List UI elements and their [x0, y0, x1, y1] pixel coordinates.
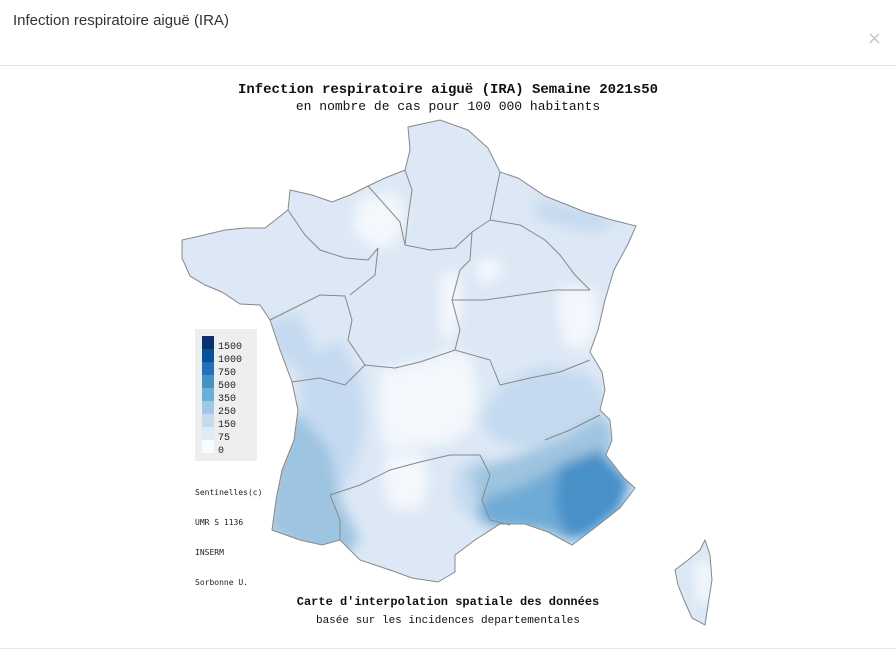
- legend-label: 150: [218, 420, 237, 431]
- legend-swatch: [202, 388, 214, 401]
- legend-swatch: [202, 427, 214, 440]
- legend-label: 750: [218, 368, 237, 379]
- zone-medium: [535, 200, 620, 232]
- legend-swatch: [202, 375, 214, 388]
- legend-label: 1500: [218, 342, 243, 353]
- legend-label: 75: [218, 433, 231, 444]
- credit-line: INSERM: [195, 548, 224, 557]
- zone-very-low: [382, 450, 430, 510]
- zone-very-low: [440, 270, 462, 345]
- legend-label: 1000: [218, 355, 243, 366]
- zone-high: [470, 415, 615, 500]
- map-subtitle: en nombre de cas pour 100 000 habitants: [295, 99, 601, 114]
- zone-very-low: [475, 258, 500, 285]
- zone-very-low: [378, 350, 478, 450]
- legend-label: 250: [218, 407, 237, 418]
- map-caption-sub: basée sur les incidences departementales: [315, 615, 581, 627]
- legend-swatch: [202, 336, 214, 349]
- legend-swatch: [202, 362, 214, 375]
- legend-label: 500: [218, 381, 237, 392]
- credits: Sentinelles(c) UMR S 1136 INSERM Sorbonn…: [195, 468, 262, 598]
- legend-label: 0: [218, 446, 225, 457]
- zone-very-low: [558, 285, 598, 350]
- zone-very-low: [352, 192, 405, 248]
- credit-line: UMR S 1136: [195, 518, 244, 527]
- zone-highest: [555, 450, 630, 540]
- legend: 1500 1000 750 500 350 250 150 75 0: [195, 329, 257, 461]
- modal-title: Infection respiratoire aiguë (IRA): [13, 12, 229, 29]
- legend-swatch: [202, 414, 214, 427]
- modal-header: Infection respiratoire aiguë (IRA) ×: [0, 0, 896, 66]
- credit-line: Sorbonne U.: [195, 578, 248, 587]
- legend-swatch: [202, 349, 214, 362]
- legend-swatch: [202, 440, 214, 453]
- zone-high: [268, 415, 360, 560]
- incidence-zones: [182, 120, 636, 582]
- modal-footer-divider: [0, 648, 896, 649]
- region-borders: [181, 119, 637, 583]
- credit-line: Sentinelles(c): [195, 488, 263, 497]
- close-icon[interactable]: ×: [866, 28, 882, 49]
- map-title: Infection respiratoire aiguë (IRA) Semai…: [237, 82, 659, 98]
- legend-swatch: [202, 401, 214, 414]
- legend-label: 350: [218, 394, 237, 405]
- map-caption: Carte d'interpolation spatiale des donné…: [296, 595, 600, 609]
